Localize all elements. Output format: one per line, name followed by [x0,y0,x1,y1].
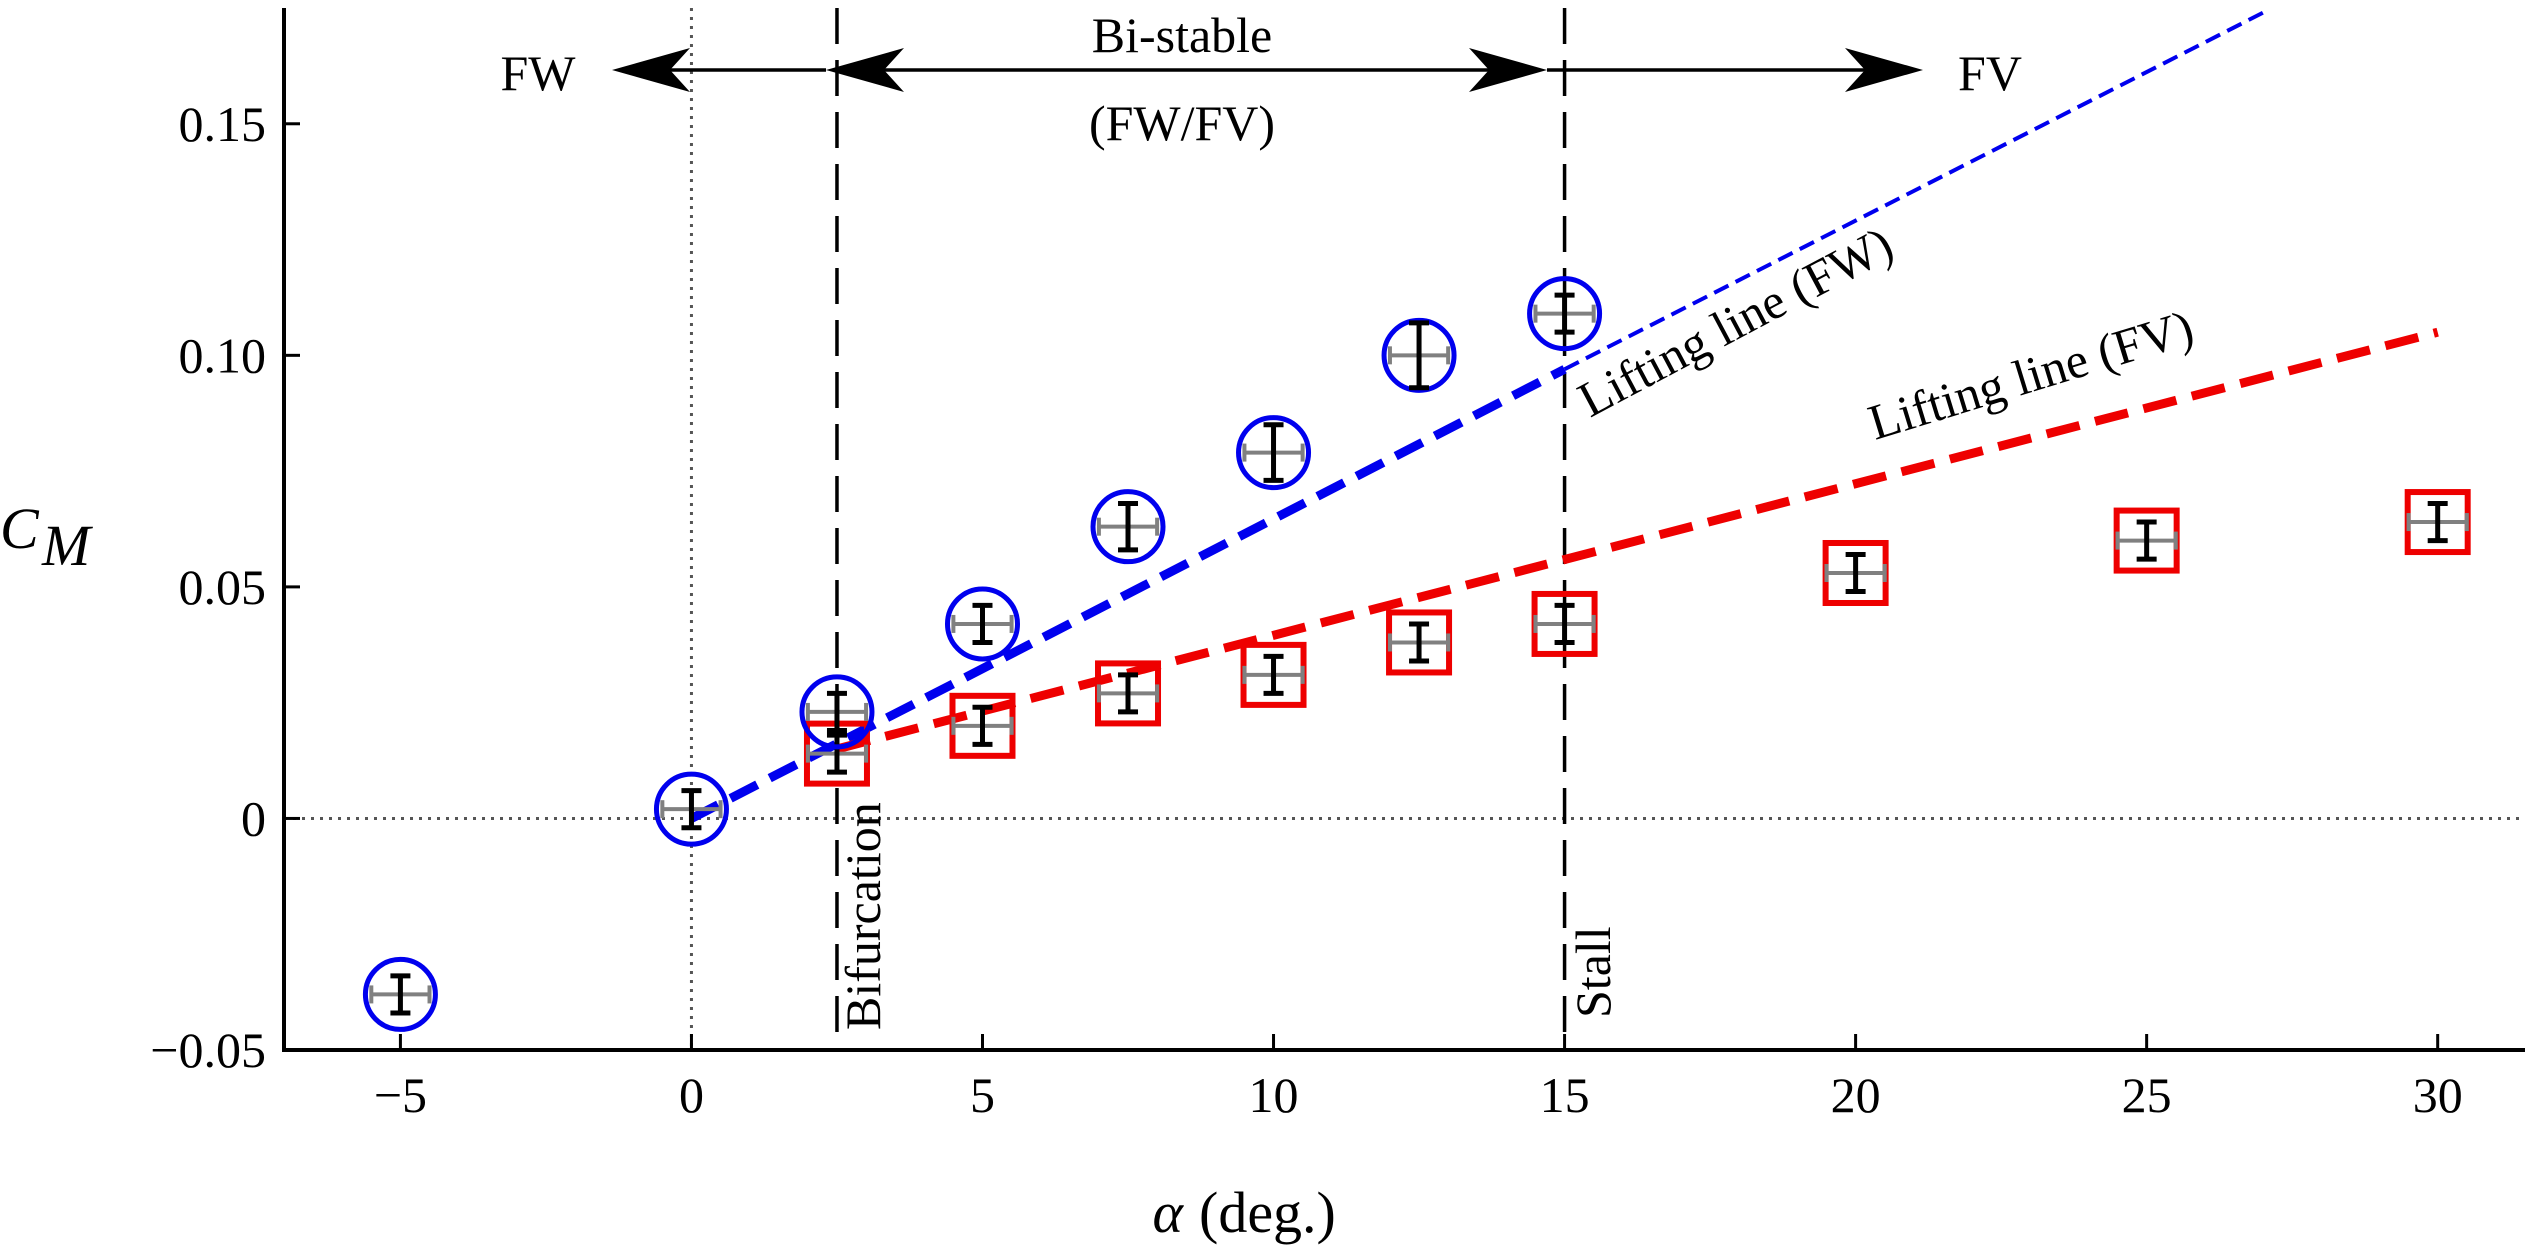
fw-marker [1381,317,1457,393]
stall-label: Stall [1565,926,1621,1018]
fw-data-point [362,956,438,1032]
x-tick-label: −5 [374,1067,427,1123]
fw-data-point [1090,489,1166,565]
lifting-line-fits [689,10,2439,823]
x-axis-label-symbol: α [1153,1180,1185,1245]
fw-marker [362,956,438,1032]
fw-marker [1527,276,1603,352]
x-tick-label: 20 [1831,1067,1881,1123]
bistable-arrow-head-right [1469,48,1547,92]
y-axis-label-subscript: M [41,513,93,578]
fw-arrow-head [612,48,690,92]
fw-regime-label: FW [501,45,577,101]
x-tick-label: 10 [1249,1067,1299,1123]
fv-data-point [1240,641,1307,708]
x-axis-label: α (deg.) [1153,1180,1336,1245]
y-tick-label: 0.15 [179,96,267,152]
bistable-label-line1: Bi-stable [1092,7,1273,63]
fv-data-point [1531,590,1598,657]
fv-data-point [2404,489,2471,556]
fw-data-point [1527,276,1603,352]
fw-data-point [653,771,729,847]
lifting-line-fw-fit [689,365,1567,823]
x-tick-label: 0 [679,1067,704,1123]
lifting-line-fw-label: Lifting line (FW) [1569,215,1902,427]
y-tick-label: 0 [241,790,266,846]
bistable-label-line2: (FW/FV) [1089,95,1275,151]
fw-data-point [799,674,875,750]
fw-data-point [944,586,1020,662]
x-tick-label: 25 [2122,1067,2172,1123]
lifting-line-fv-fit [835,327,2439,754]
fw-marker [1090,489,1166,565]
fw-marker [944,586,1020,662]
fv-data-point [1095,660,1162,727]
x-tick-label: 15 [1540,1067,1590,1123]
fw-data-point [1236,415,1312,491]
fw-marker [799,674,875,750]
fw-marker [1236,415,1312,491]
x-tick-label: 5 [970,1067,995,1123]
bistable-arrow-head-left [826,48,904,92]
y-tick-label: 0.10 [179,327,267,383]
fw-marker [653,771,729,847]
lifting-line-fw-extension [1563,10,2264,372]
fv-data-point [949,692,1016,759]
y-axis-label: C M [0,496,93,578]
lifting-line-fv-label: Lifting line (FV) [1862,299,2200,451]
fv-arrow-head [1845,48,1923,92]
x-tick-label: 30 [2413,1067,2463,1123]
data-points [362,276,2471,1032]
tick-marks: −5 0 5 10 15 20 25 30 −0.05 0 0.05 0.10 0.15 [150,96,2462,1123]
y-tick-label: 0.05 [179,559,267,615]
fv-data-point [2113,507,2180,574]
y-tick-label: −0.05 [150,1022,266,1078]
regime-arrows [612,48,1923,92]
fw-data-point [1381,317,1457,393]
bifurcation-label: Bifurcation [835,802,891,1030]
fv-data-point [1386,609,1453,676]
axes [282,8,2525,1052]
x-axis-label-text: (deg.) [1199,1180,1336,1245]
reference-lines [284,8,2525,1050]
fv-data-point [1822,539,1889,606]
y-axis-label-symbol: C [0,496,40,561]
fv-regime-label: FV [1958,45,2022,101]
